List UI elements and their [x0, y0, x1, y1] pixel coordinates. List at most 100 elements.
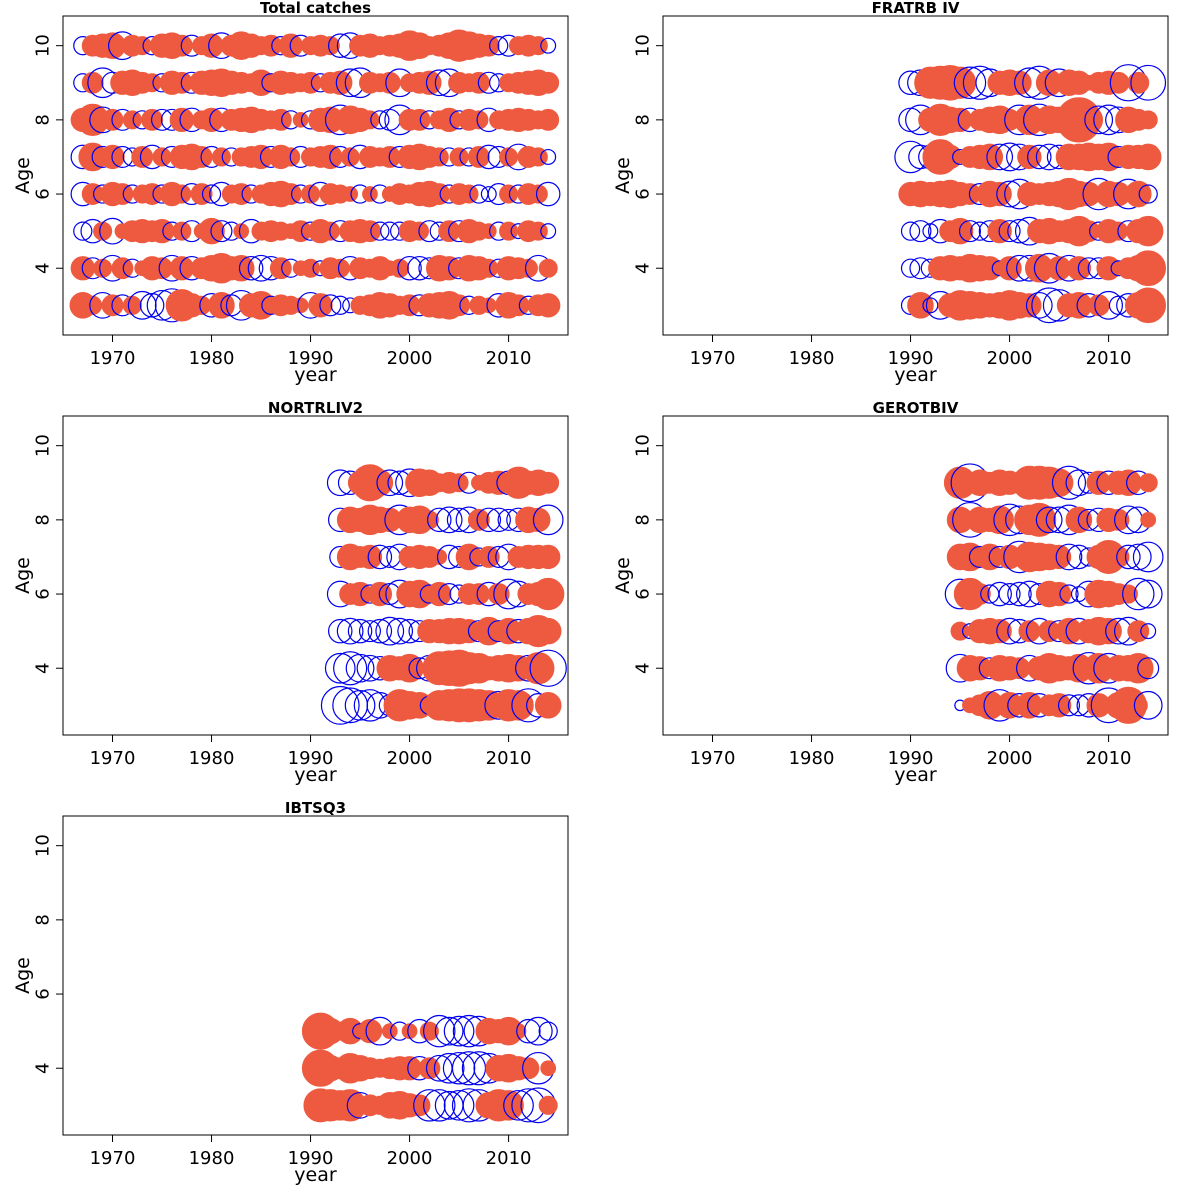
- bubble-mark: [523, 1016, 553, 1046]
- y-tick-label: 8: [633, 114, 654, 125]
- bubble-mark: [210, 220, 233, 243]
- bubble-mark: [987, 581, 1012, 607]
- x-tick-label: 2010: [486, 748, 532, 769]
- bubble-mark: [537, 71, 560, 94]
- x-tick-label: 2010: [486, 1148, 532, 1169]
- bubble-mark: [968, 583, 991, 605]
- bubble-mark: [998, 220, 1021, 243]
- bubble-mark: [507, 294, 530, 317]
- bubble-mark: [894, 140, 927, 174]
- bubble-mark: [480, 186, 497, 203]
- x-tick-label: 1970: [90, 748, 136, 769]
- bubble-mark: [327, 618, 353, 644]
- bubble-mark: [1070, 586, 1087, 603]
- bubble-mark: [122, 110, 142, 130]
- bubble-mark: [958, 220, 982, 243]
- bubble-mark: [230, 183, 253, 205]
- bubble-mark: [1017, 144, 1042, 170]
- bubble-mark: [1130, 250, 1167, 287]
- bubble-mark: [1133, 690, 1163, 720]
- bubble-mark: [139, 293, 165, 318]
- bubble-mark: [362, 186, 378, 202]
- bubble-mark: [434, 1016, 464, 1046]
- y-tick-label: 8: [33, 914, 54, 925]
- bubble-mark: [169, 107, 194, 133]
- bubble-mark: [169, 256, 194, 281]
- panel-2: FRATRB IV 1970 1980 1990 2000 2010 4 6 8 10 year Ag…: [612, 0, 1169, 386]
- bubble-mark: [320, 36, 340, 56]
- bubble-mark: [448, 294, 471, 317]
- bubble-mark: [190, 183, 213, 205]
- bubble-mark: [534, 692, 562, 719]
- y-tick-label: 6: [633, 588, 654, 599]
- bubble-mark: [345, 653, 375, 683]
- bubble-mark: [111, 257, 134, 280]
- bubble-mark: [292, 111, 309, 128]
- bubble-mark: [534, 617, 562, 645]
- bubble-mark: [1122, 577, 1155, 611]
- bubble-mark: [499, 184, 519, 204]
- y-tick-label: 8: [33, 514, 54, 525]
- bubble-mark: [538, 1095, 558, 1115]
- bubble-mark: [1138, 184, 1158, 204]
- bubble-mark: [459, 184, 479, 204]
- bubble-mark: [360, 110, 380, 130]
- bubble-mark: [378, 71, 401, 94]
- bubble-mark: [528, 184, 548, 204]
- bubble-mark: [378, 108, 401, 131]
- x-axis-label: year: [294, 1164, 337, 1186]
- bubble-mark: [122, 295, 142, 315]
- bubble-mark: [536, 544, 561, 570]
- bubble-mark: [477, 34, 500, 57]
- y-axis-label: Age: [12, 157, 34, 194]
- bubble-mark: [1137, 657, 1160, 680]
- x-tick-label: 1970: [90, 1148, 136, 1169]
- plot-frame: [62, 15, 569, 336]
- bubble-mark: [83, 295, 103, 315]
- y-axis-label: Age: [12, 557, 34, 594]
- bubble-mark: [386, 617, 414, 645]
- bubble-mark: [1059, 584, 1079, 604]
- bubble-mark: [479, 258, 499, 278]
- bubble-mark: [997, 256, 1022, 281]
- bubble-mark: [73, 221, 93, 241]
- bubble-mark: [227, 254, 255, 282]
- bubble-mark: [319, 294, 342, 317]
- x-tick-label: 1990: [888, 748, 934, 769]
- bubble-mark: [141, 183, 164, 205]
- bubble-mark: [359, 220, 381, 243]
- bubble-mark: [499, 147, 519, 167]
- bubble-mark: [1017, 293, 1042, 318]
- x-axis-label: year: [294, 764, 337, 786]
- bubble-mark: [1138, 473, 1158, 493]
- panel-4: GEROTBIV 1970 1980 1990 2000 2010 4 6 8 10 year Age: [612, 399, 1169, 786]
- bubble-mark: [93, 258, 113, 278]
- y-tick-label: 4: [33, 263, 54, 274]
- bubble-mark: [418, 1057, 441, 1080]
- bubble-mark: [535, 181, 561, 207]
- panel-3: NORTRLIV2 1970 1980 1990 2000 2010 4 6 8 10 year Ag…: [12, 399, 569, 786]
- x-tick-label: 1990: [288, 748, 334, 769]
- bubble-mark: [370, 110, 390, 130]
- bubble-mark: [1128, 695, 1148, 715]
- bubble-mark: [1046, 544, 1072, 570]
- bubble-mark: [900, 221, 921, 241]
- bubble-mark: [1077, 220, 1100, 243]
- bubble-mark: [943, 66, 977, 99]
- y-tick-label: 4: [33, 663, 54, 674]
- bubble-mark: [149, 218, 175, 244]
- bubble-mark: [443, 1089, 475, 1121]
- bubble-mark: [517, 1057, 540, 1080]
- bubble-mark: [434, 1090, 464, 1120]
- bubble-mark: [493, 1090, 524, 1121]
- bubble-mark: [1124, 543, 1152, 571]
- x-tick-label: 1990: [888, 348, 934, 369]
- bubble-mark: [909, 257, 932, 280]
- bubble-mark: [433, 1052, 465, 1084]
- panel-5: IBTSQ3 1970 1980 1990 2000 2010 4 6 8 10 year Age: [12, 799, 569, 1186]
- bubble-mark: [516, 1018, 541, 1044]
- bubble-mark: [381, 1023, 398, 1040]
- bubble-mark: [423, 1089, 456, 1122]
- bubble-mark: [922, 223, 939, 240]
- bubble-mark: [397, 1056, 422, 1081]
